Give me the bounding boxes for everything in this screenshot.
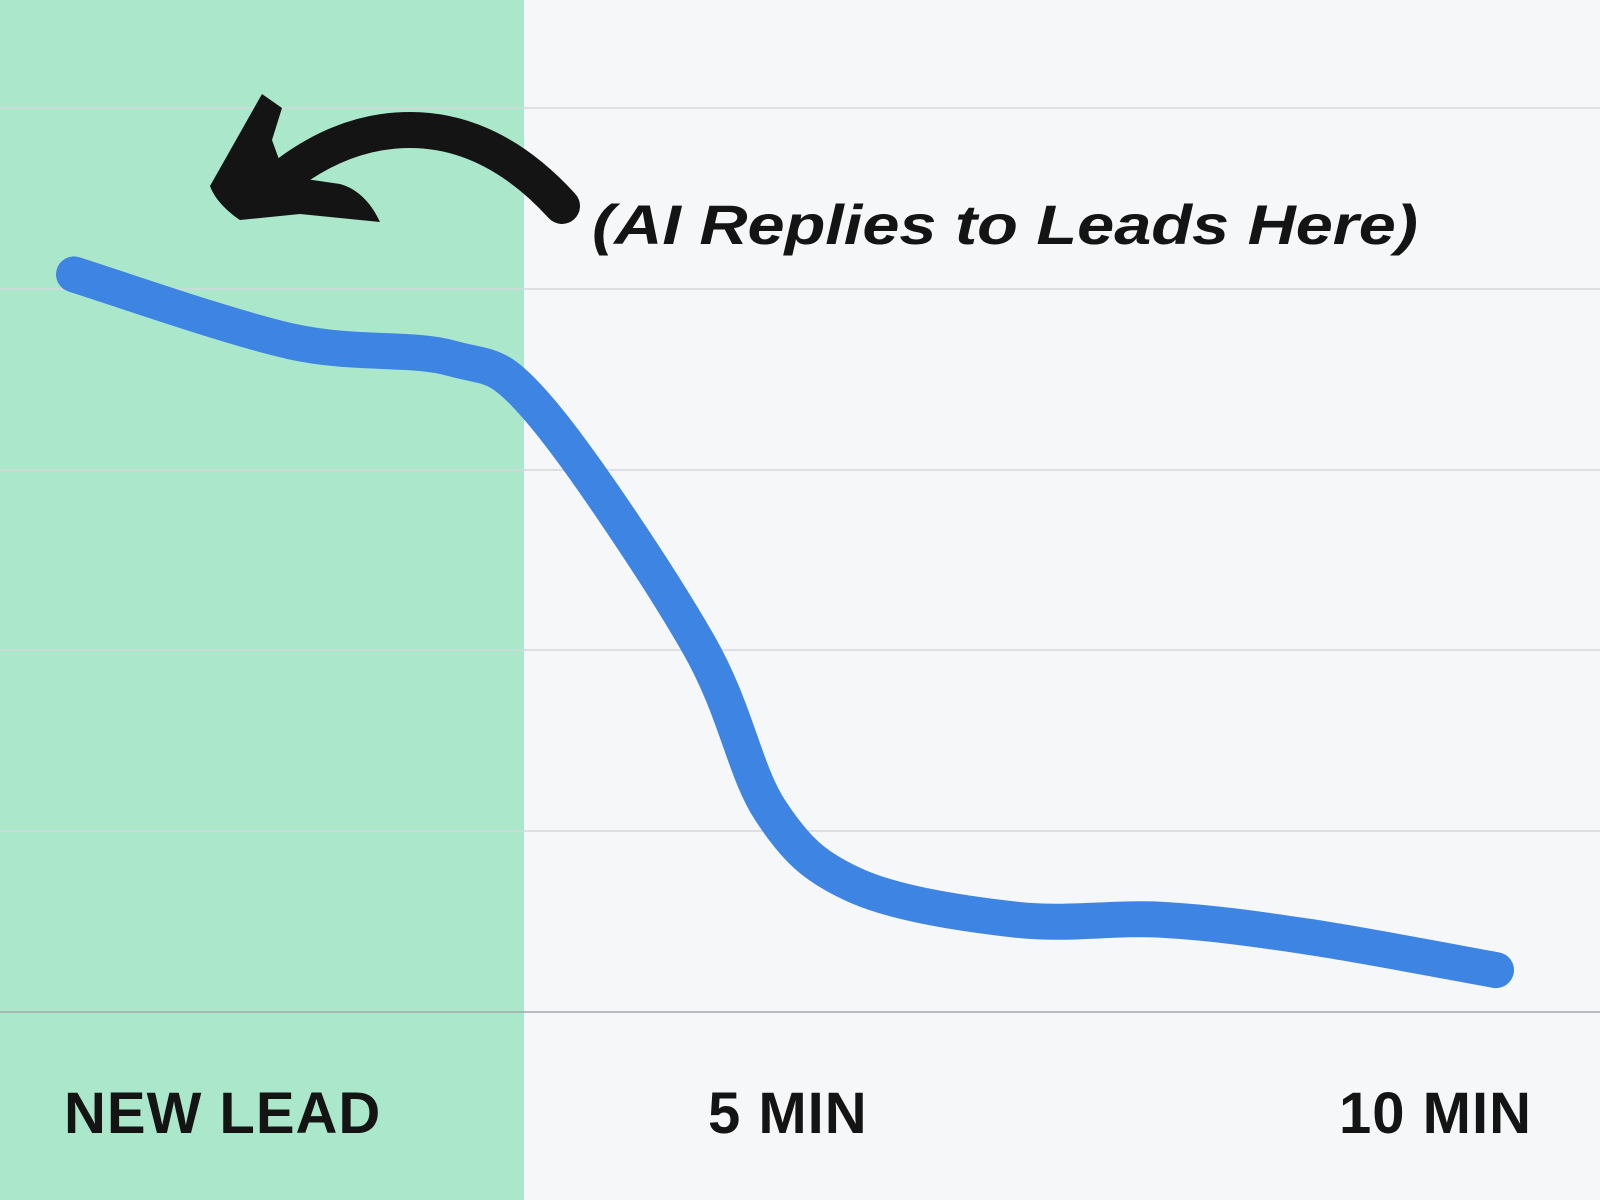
annotation-text: (AI Replies to Leads Here): [592, 193, 1418, 256]
x-tick-label: NEW LEAD: [64, 1081, 381, 1146]
x-tick-label: 10 MIN: [1339, 1081, 1532, 1146]
curved-arrow-icon: [272, 111, 580, 224]
series-layer: [56, 256, 1514, 989]
arrow-head-icon: [210, 94, 380, 222]
x-tick-labels: NEW LEAD 5 MIN 10 MIN: [64, 1081, 1532, 1146]
annotation: (AI Replies to Leads Here): [210, 94, 1418, 256]
series-line: [56, 256, 1514, 989]
x-tick-label: 5 MIN: [708, 1081, 868, 1146]
